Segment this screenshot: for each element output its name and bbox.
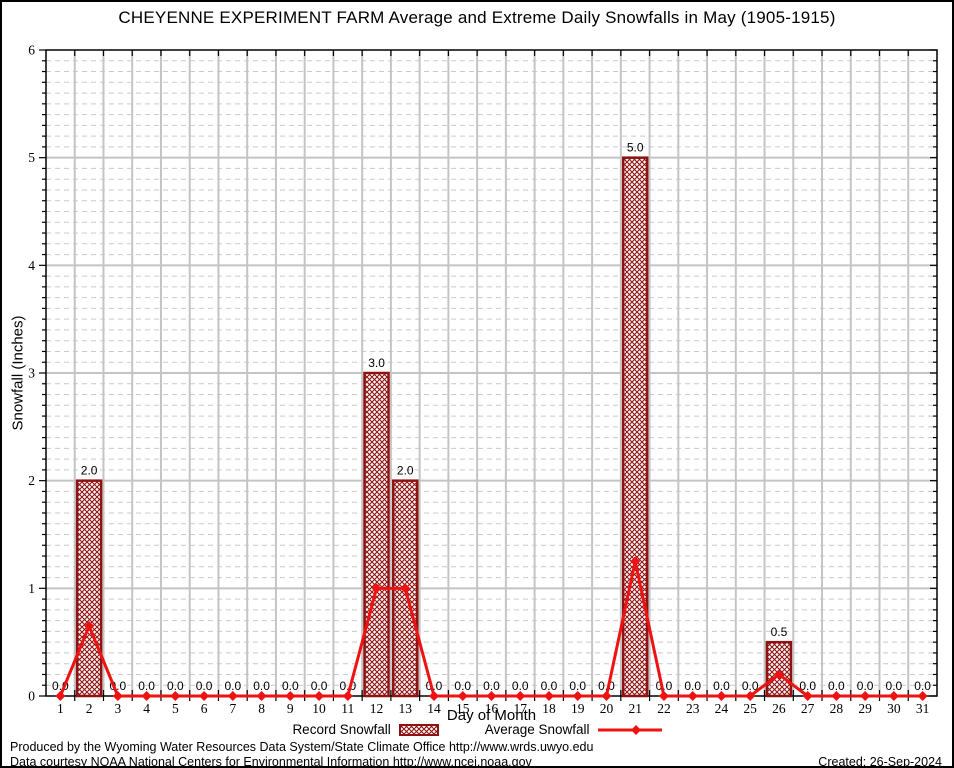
svg-text:0.0: 0.0 — [857, 679, 874, 693]
svg-text:4: 4 — [143, 701, 150, 716]
svg-text:0.0: 0.0 — [713, 679, 730, 693]
average-snowfall-line-icon — [597, 724, 662, 735]
svg-text:0.0: 0.0 — [799, 679, 816, 693]
svg-text:9: 9 — [287, 701, 294, 716]
footer-created-date: Created: 26-Sep-2024 — [818, 755, 942, 768]
footer-produced-by: Produced by the Wyoming Water Resources … — [10, 740, 594, 754]
svg-text:0.0: 0.0 — [138, 679, 155, 693]
svg-text:28: 28 — [830, 701, 844, 716]
svg-text:17: 17 — [513, 701, 527, 716]
svg-text:0.0: 0.0 — [512, 679, 529, 693]
svg-text:0: 0 — [28, 689, 35, 704]
svg-text:16: 16 — [485, 701, 499, 716]
svg-text:0.0: 0.0 — [886, 679, 903, 693]
svg-text:31: 31 — [916, 701, 930, 716]
svg-text:27: 27 — [801, 701, 815, 716]
svg-text:12: 12 — [370, 701, 384, 716]
svg-text:8: 8 — [258, 701, 265, 716]
svg-text:24: 24 — [715, 701, 729, 716]
svg-text:25: 25 — [743, 701, 757, 716]
legend-record-label: Record Snowfall — [292, 722, 391, 737]
svg-text:0.0: 0.0 — [311, 679, 328, 693]
svg-text:30: 30 — [887, 701, 901, 716]
svg-text:0.0: 0.0 — [454, 679, 471, 693]
svg-text:14: 14 — [427, 701, 441, 716]
svg-text:5.0: 5.0 — [627, 141, 644, 155]
svg-text:2: 2 — [28, 473, 35, 488]
svg-text:0.0: 0.0 — [224, 679, 241, 693]
svg-text:21: 21 — [628, 701, 642, 716]
legend: Record Snowfall Average Snowfall — [2, 722, 952, 737]
svg-text:13: 13 — [399, 701, 413, 716]
svg-text:0.0: 0.0 — [742, 679, 759, 693]
svg-text:1: 1 — [57, 701, 64, 716]
svg-text:5: 5 — [172, 701, 179, 716]
record-snowfall-swatch-icon — [398, 723, 439, 736]
svg-text:0.0: 0.0 — [684, 679, 701, 693]
svg-text:1: 1 — [28, 581, 35, 596]
svg-text:11: 11 — [341, 701, 354, 716]
svg-text:0.0: 0.0 — [828, 679, 845, 693]
svg-text:29: 29 — [858, 701, 872, 716]
chart-title: CHEYENNE EXPERIMENT FARM Average and Ext… — [118, 8, 836, 27]
svg-text:26: 26 — [772, 701, 786, 716]
svg-text:3: 3 — [28, 366, 35, 381]
legend-average-label: Average Snowfall — [484, 722, 590, 737]
svg-text:2.0: 2.0 — [397, 464, 414, 478]
x-axis-label: Day of Month — [446, 707, 537, 724]
svg-text:0.0: 0.0 — [914, 679, 931, 693]
svg-text:2: 2 — [86, 701, 93, 716]
svg-text:6: 6 — [201, 701, 208, 716]
svg-text:0.0: 0.0 — [569, 679, 586, 693]
svg-text:5: 5 — [28, 150, 35, 165]
svg-text:0.0: 0.0 — [253, 679, 270, 693]
footer-data-courtesy: Data courtesy NOAA National Centers for … — [10, 755, 532, 768]
svg-text:10: 10 — [312, 701, 326, 716]
svg-text:0.0: 0.0 — [541, 679, 558, 693]
svg-text:18: 18 — [542, 701, 556, 716]
svg-text:15: 15 — [456, 701, 470, 716]
svg-text:0.0: 0.0 — [483, 679, 500, 693]
svg-text:0.0: 0.0 — [167, 679, 184, 693]
svg-text:0.5: 0.5 — [771, 625, 788, 639]
svg-text:0.0: 0.0 — [282, 679, 299, 693]
svg-text:20: 20 — [600, 701, 614, 716]
svg-text:3: 3 — [114, 701, 121, 716]
svg-text:2.0: 2.0 — [81, 464, 98, 478]
svg-text:7: 7 — [229, 701, 236, 716]
svg-text:3.0: 3.0 — [368, 356, 385, 370]
svg-text:0.0: 0.0 — [196, 679, 213, 693]
y-axis-label: Snowfall (Inches) — [9, 315, 27, 431]
svg-text:22: 22 — [657, 701, 671, 716]
svg-text:4: 4 — [28, 258, 35, 273]
svg-text:23: 23 — [686, 701, 700, 716]
svg-text:19: 19 — [571, 701, 585, 716]
svg-text:6: 6 — [28, 43, 35, 58]
